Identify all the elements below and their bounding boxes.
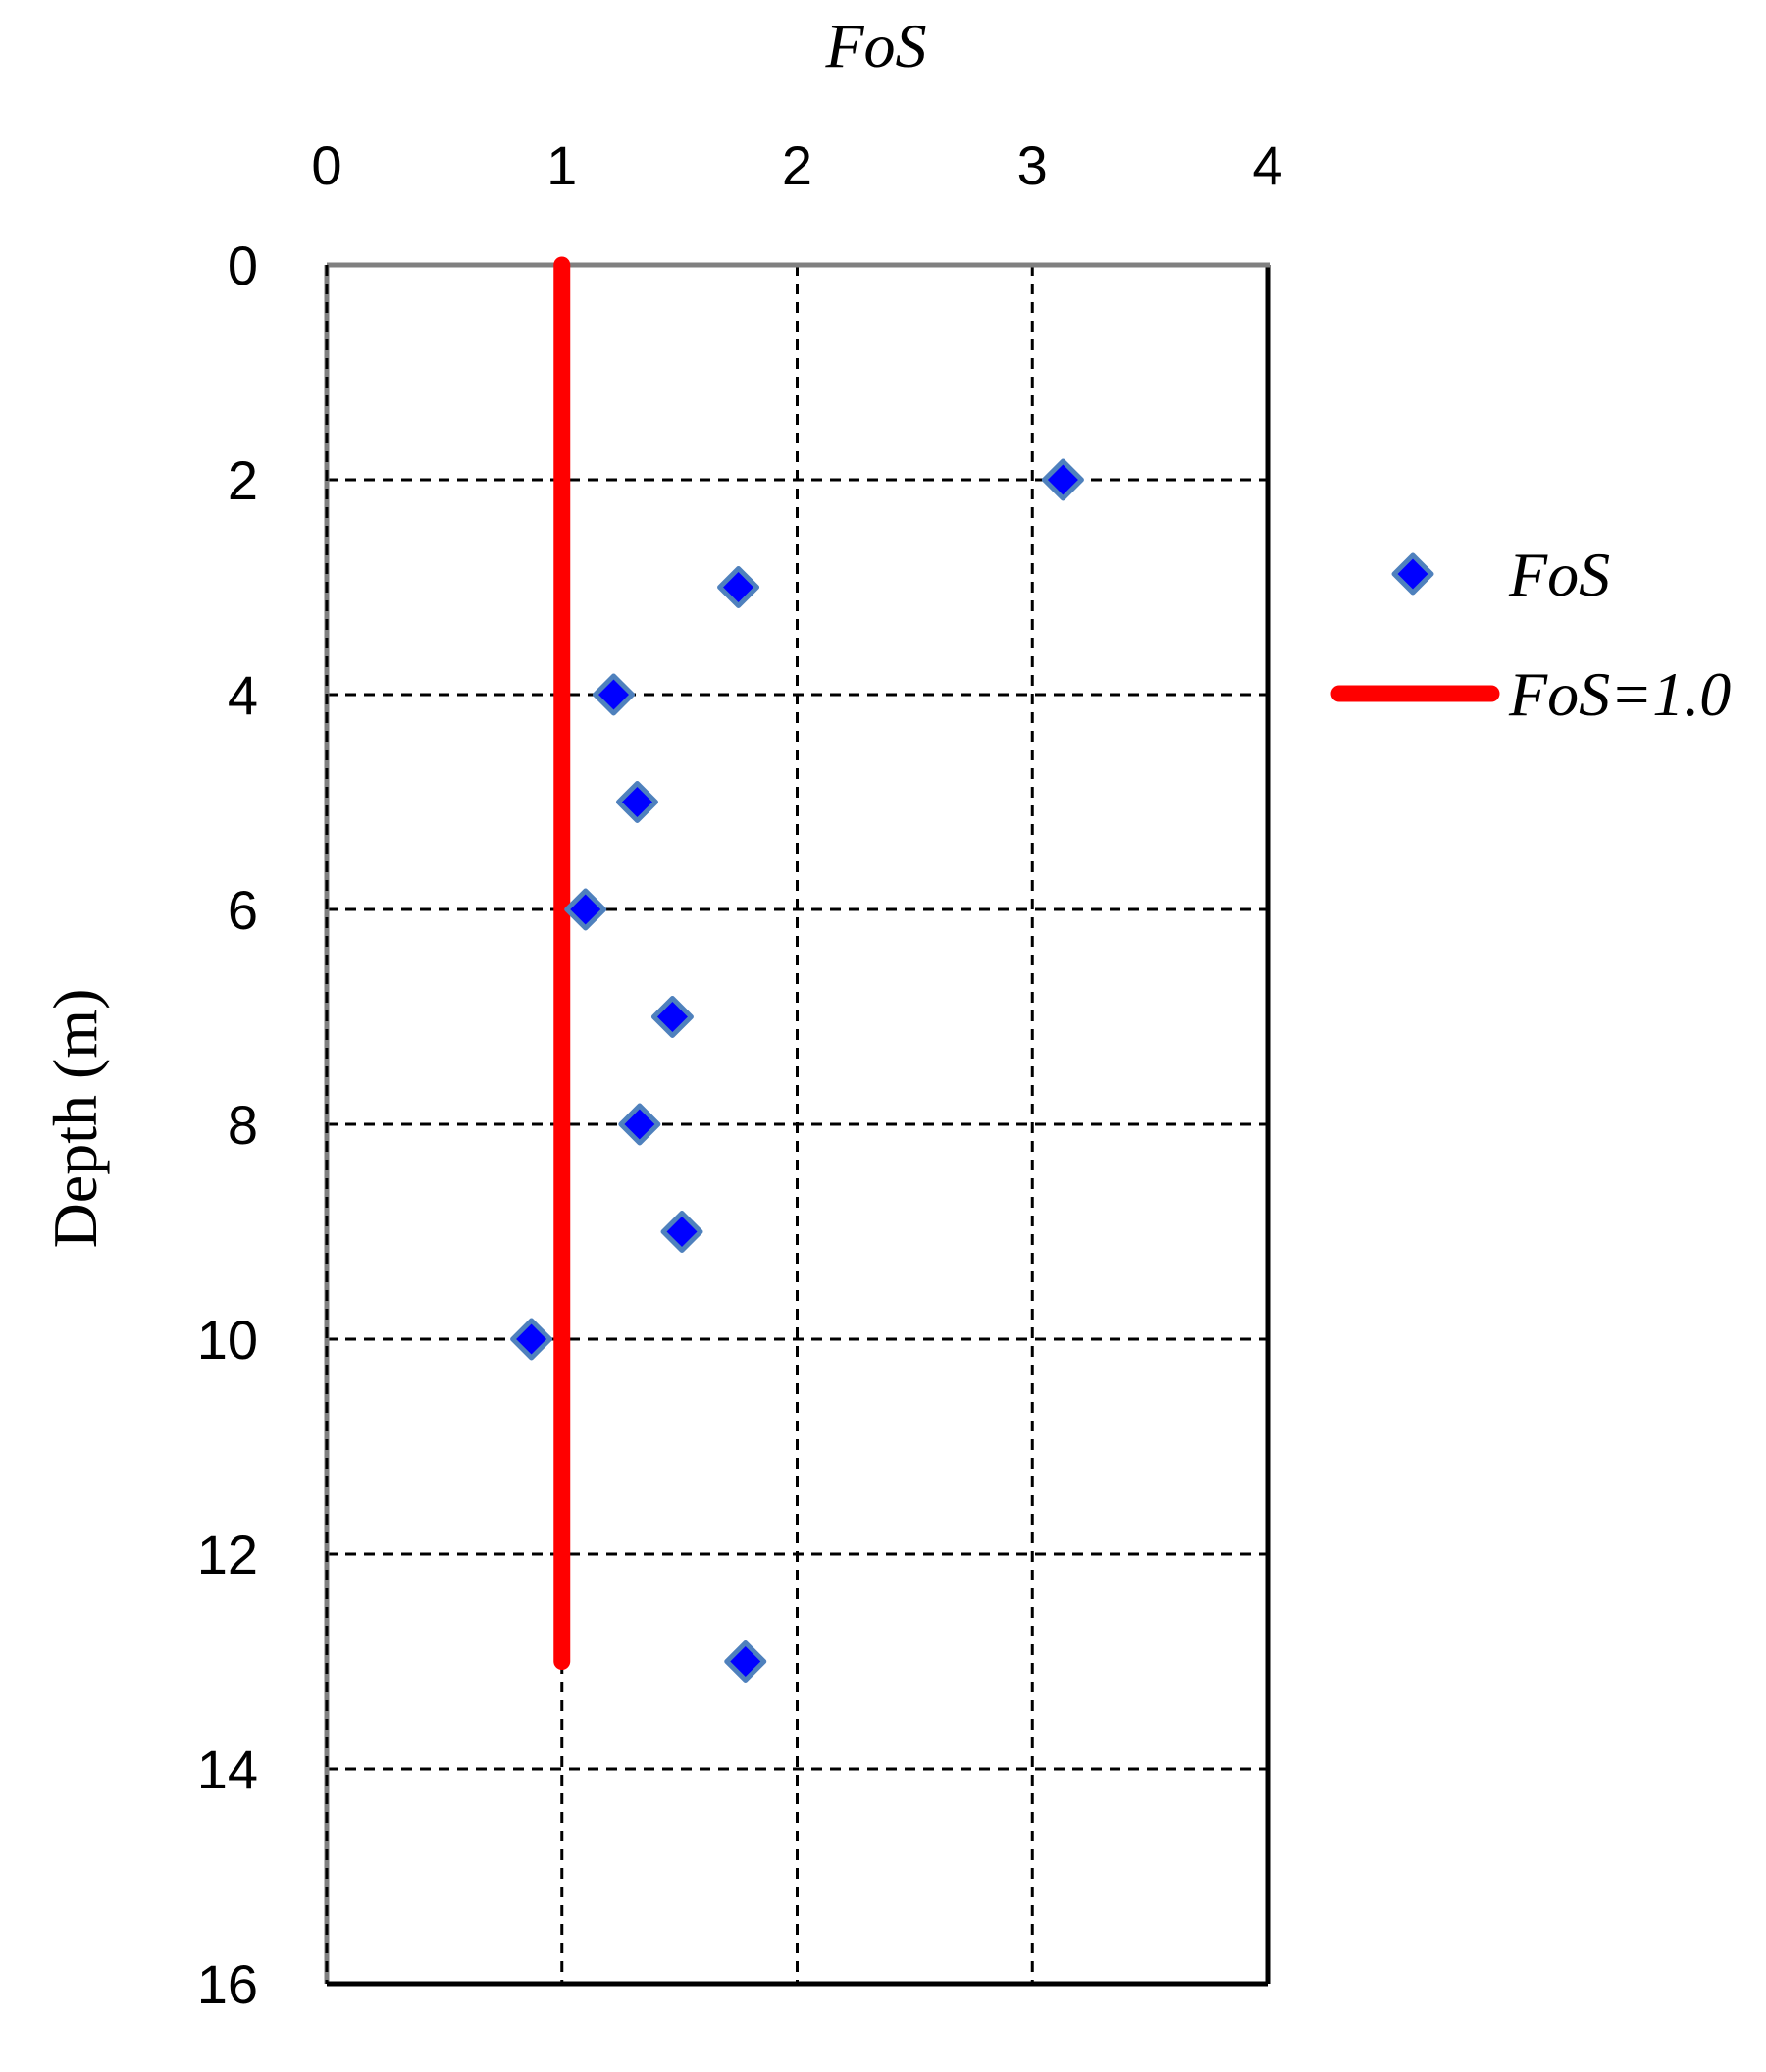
fos-point (564, 888, 607, 931)
y-tick-label: 0 (228, 234, 258, 296)
x-tick-label: 0 (311, 134, 341, 196)
fos-point (717, 566, 760, 608)
fos-point (510, 1318, 553, 1361)
x-tick-label: 3 (1017, 134, 1048, 196)
fos-point (1041, 458, 1084, 501)
fos-point (660, 1211, 703, 1253)
legend-label: FoS (1508, 540, 1610, 609)
x-tick-label: 2 (782, 134, 812, 196)
y-tick-label: 6 (228, 879, 258, 941)
y-tick-label: 2 (228, 449, 258, 511)
y-axis-title: Depth (m) (40, 989, 110, 1249)
fos-point (650, 996, 694, 1038)
x-axis-title: FoS (824, 11, 926, 80)
legend: FoS FoS=1.0 (1330, 540, 1731, 729)
y-tick-label: 16 (197, 1953, 258, 2015)
y-tick-label: 8 (228, 1094, 258, 1156)
legend-marker-fos (1391, 552, 1434, 596)
legend-label: FoS=1.0 (1508, 659, 1731, 729)
fos-point (618, 1103, 661, 1146)
fos-point (724, 1640, 767, 1683)
y-tick-label: 10 (197, 1309, 258, 1371)
y-tick-label: 14 (197, 1738, 258, 1800)
x-tick-label: 4 (1252, 134, 1282, 196)
plot-frame (324, 262, 1271, 1987)
fos-point (592, 673, 635, 716)
fos-point (615, 781, 658, 823)
y-tick-labels: 0 2 4 6 8 10 12 14 16 (197, 234, 258, 2015)
x-tick-label: 1 (546, 134, 577, 196)
y-tick-label: 12 (197, 1524, 258, 1585)
x-tick-labels: 0 1 2 3 4 (311, 134, 1282, 196)
y-tick-label: 4 (228, 664, 258, 726)
series (510, 256, 1084, 1683)
